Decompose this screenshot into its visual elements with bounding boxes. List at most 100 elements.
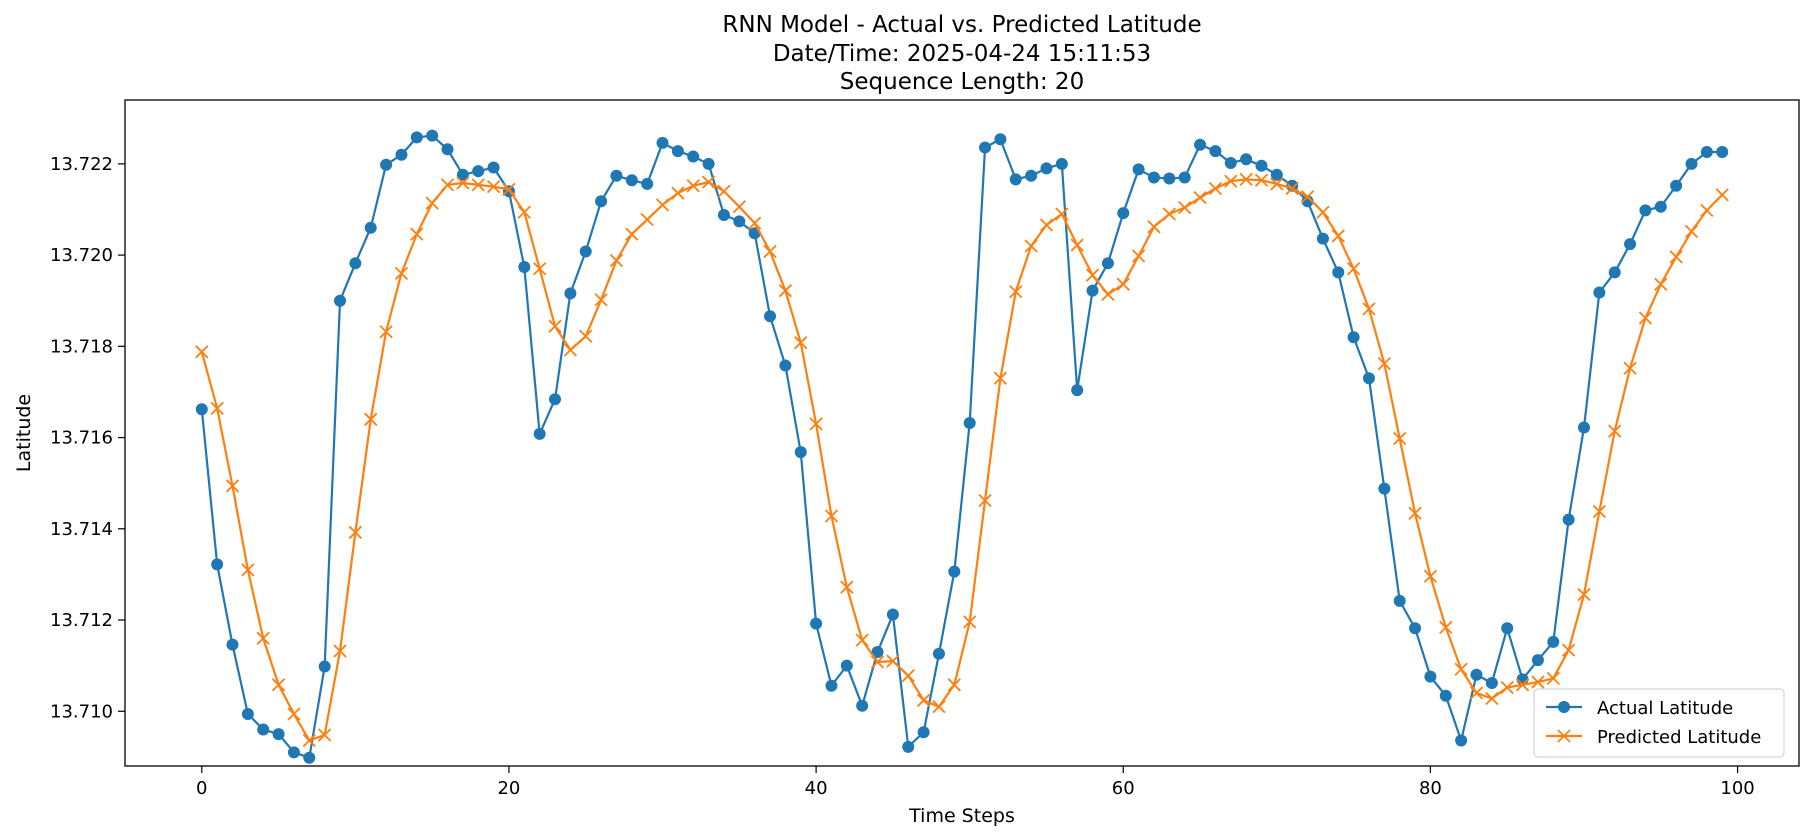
data-point-actual (579, 245, 592, 258)
data-point-actual (1424, 670, 1437, 683)
data-point-predicted (901, 669, 915, 683)
data-point-predicted (993, 371, 1008, 385)
data-point-actual (1485, 676, 1498, 689)
data-point-predicted (1101, 287, 1115, 301)
data-point-predicted (256, 631, 270, 645)
data-point-actual (1362, 372, 1375, 385)
data-point-actual (1025, 169, 1038, 182)
data-point-predicted (225, 479, 240, 493)
data-point-predicted (1531, 675, 1545, 689)
chart-title-line-2: Date/Time: 2025-04-24 15:11:53 (773, 41, 1151, 67)
data-point-actual (272, 728, 285, 741)
data-point-actual (1501, 622, 1514, 635)
data-point-predicted (1147, 220, 1161, 234)
x-tick-label: 80 (1419, 778, 1442, 799)
data-point-predicted (563, 343, 578, 357)
data-point-actual (1470, 668, 1483, 681)
plot-frame (124, 99, 1800, 767)
data-point-predicted (963, 615, 977, 629)
data-point-actual (549, 393, 562, 406)
y-tick-label: 13.712 (50, 610, 113, 631)
data-point-actual (595, 195, 608, 208)
data-point-predicted (748, 216, 762, 230)
data-point-actual (871, 645, 884, 658)
data-point-predicted (1669, 250, 1683, 264)
data-point-predicted (1638, 311, 1653, 325)
data-point-predicted (318, 728, 332, 742)
data-point-actual (472, 165, 485, 178)
data-point-predicted (932, 700, 946, 714)
data-point-predicted (1224, 174, 1238, 188)
data-point-actual (364, 221, 377, 234)
data-point-actual (1194, 138, 1207, 151)
data-point-predicted (1024, 239, 1038, 253)
data-point-actual (610, 169, 623, 182)
data-point-actual (1593, 286, 1606, 299)
data-point-actual (1562, 513, 1575, 526)
data-point-actual (917, 726, 930, 739)
data-point-predicted (1239, 172, 1253, 187)
y-tick-label: 13.714 (50, 519, 113, 540)
data-point-predicted (1362, 302, 1376, 316)
data-point-predicted (1254, 173, 1269, 187)
data-point-actual (1409, 622, 1422, 635)
data-point-actual (1547, 635, 1560, 648)
data-point-actual (441, 143, 454, 156)
data-point-predicted (1654, 277, 1668, 291)
data-point-predicted (1561, 643, 1576, 657)
data-point-predicted (594, 293, 608, 307)
data-point-predicted (348, 525, 363, 540)
data-point-predicted (855, 633, 869, 647)
data-point-predicted (210, 401, 224, 416)
data-point-actual (533, 427, 546, 440)
data-point-actual (1670, 179, 1683, 192)
data-point-predicted (1408, 506, 1422, 520)
data-point-predicted (287, 707, 301, 721)
data-point-actual (979, 141, 992, 154)
legend-box (1533, 688, 1785, 758)
data-point-actual (1286, 179, 1299, 192)
data-point-actual (948, 565, 961, 578)
data-point-predicted (440, 178, 455, 192)
data-point-predicted (271, 678, 286, 692)
data-point-actual (1086, 284, 1099, 297)
data-point-predicted (625, 227, 639, 241)
series-actual-line (200, 134, 1723, 759)
data-point-predicted (1485, 691, 1499, 706)
data-point-predicted (870, 655, 885, 669)
data-point-actual (1685, 157, 1698, 170)
data-point-actual (1531, 654, 1544, 667)
data-point-actual (825, 679, 838, 692)
data-point-predicted (533, 262, 547, 276)
data-point-actual (1700, 146, 1713, 158)
data-point-actual (856, 699, 869, 712)
data-point-predicted (1684, 224, 1699, 239)
data-point-actual (717, 208, 730, 221)
data-point-actual (1455, 734, 1468, 747)
y-tick-label: 13.710 (50, 701, 113, 722)
data-point-actual (702, 157, 715, 170)
data-point-predicted (486, 180, 501, 194)
data-point-actual (287, 746, 300, 759)
data-point-actual (687, 150, 700, 163)
data-point-predicted (1700, 203, 1714, 218)
data-point-actual (656, 136, 669, 149)
data-point-actual (1608, 266, 1621, 279)
chart-title-line-1: RNN Model - Actual vs. Predicted Latitud… (722, 12, 1201, 38)
legend-actual-label: Actual Latitude (1597, 698, 1733, 719)
data-point-predicted (655, 198, 670, 212)
data-point-predicted (1055, 207, 1069, 221)
data-point-actual (764, 310, 777, 323)
data-point-actual (1224, 156, 1237, 169)
data-point-predicted (1070, 238, 1084, 252)
data-point-predicted (471, 178, 485, 192)
data-point-predicted (916, 693, 931, 707)
data-point-actual (380, 158, 393, 171)
data-point-actual (1332, 266, 1345, 279)
series-predicted-line (200, 178, 1723, 742)
data-point-actual (211, 558, 224, 571)
data-point-predicted (1300, 190, 1315, 204)
data-point-predicted (1423, 569, 1438, 583)
data-point-actual (671, 145, 684, 158)
